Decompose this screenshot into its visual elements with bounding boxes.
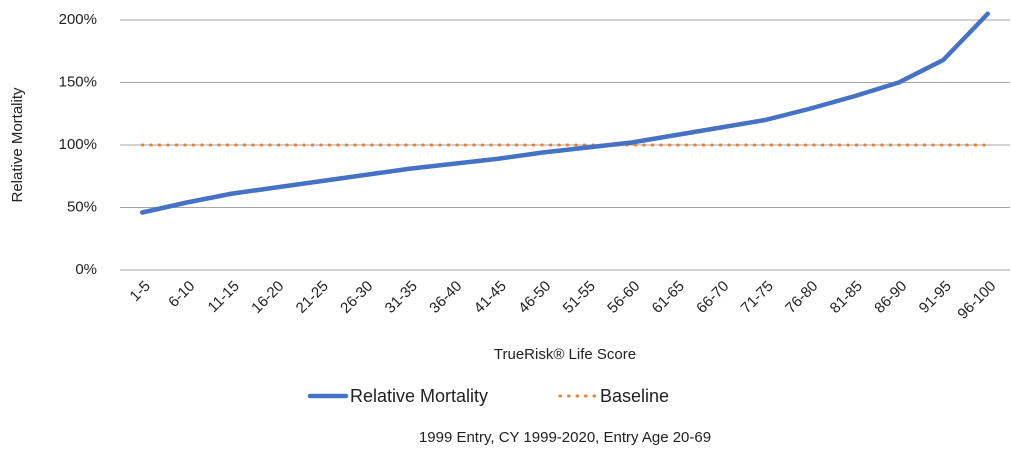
x-tick-label: 11-15: [205, 278, 243, 316]
x-tick-label: 26-30: [337, 278, 376, 317]
x-tick-label: 56-60: [604, 278, 643, 317]
y-axis-title: Relative Mortality: [9, 87, 26, 203]
y-tick-label: 200%: [59, 11, 97, 28]
legend-label: Baseline: [600, 386, 669, 406]
x-tick-label: 31-35: [382, 278, 421, 317]
y-tick-label: 0%: [75, 261, 97, 278]
footnote: 1999 Entry, CY 1999-2020, Entry Age 20-6…: [419, 429, 711, 446]
x-tick-label: 81-85: [827, 278, 866, 317]
x-tick-label: 61-65: [649, 278, 688, 317]
x-tick-label: 51-55: [560, 278, 599, 317]
x-tick-label: 71-75: [738, 278, 777, 317]
y-tick-label: 100%: [59, 136, 97, 153]
x-tick-label: 41-45: [471, 278, 510, 317]
x-tick-label: 21-25: [293, 278, 332, 317]
x-tick-label: 96-100: [954, 278, 999, 323]
x-tick-label: 76-80: [782, 278, 821, 317]
x-tick-label: 91-95: [916, 278, 955, 317]
x-tick-label: 36-40: [426, 278, 465, 317]
x-tick-label: 66-70: [693, 278, 732, 317]
x-tick-label: 86-90: [871, 278, 910, 317]
x-tick-label: 1-5: [127, 278, 154, 305]
legend-label: Relative Mortality: [350, 386, 488, 406]
y-tick-label: 150%: [59, 73, 97, 90]
y-tick-label: 50%: [67, 198, 97, 215]
x-tick-label: 6-10: [165, 278, 198, 311]
x-tick-label: 16-20: [248, 278, 287, 317]
series-line: [140, 11, 990, 215]
x-axis-title: TrueRisk® Life Score: [494, 346, 636, 363]
x-tick-label: 46-50: [515, 278, 554, 317]
